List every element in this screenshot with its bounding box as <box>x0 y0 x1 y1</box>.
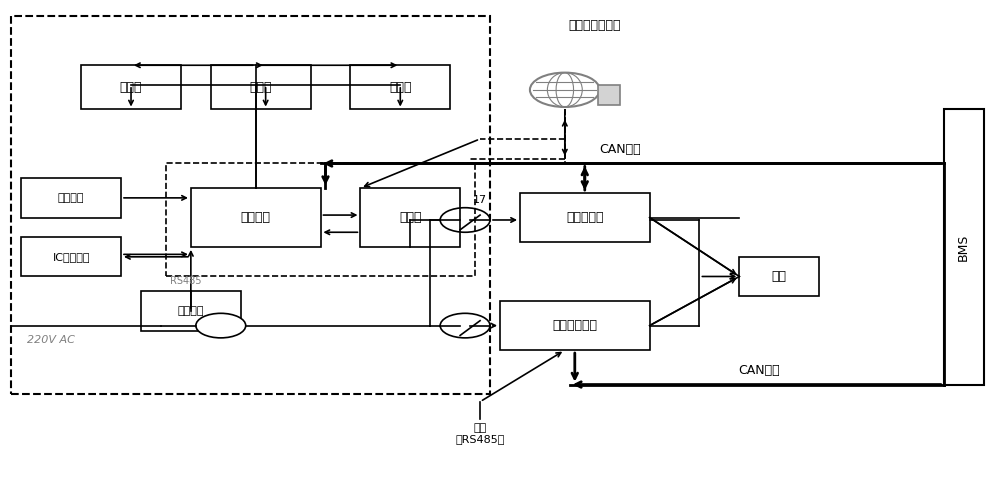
Circle shape <box>196 313 246 338</box>
Text: 17: 17 <box>473 195 487 206</box>
FancyBboxPatch shape <box>598 85 620 105</box>
FancyBboxPatch shape <box>360 188 460 247</box>
FancyBboxPatch shape <box>500 301 650 350</box>
FancyBboxPatch shape <box>739 257 819 296</box>
Bar <box>11 16 490 394</box>
Text: 打印机: 打印机 <box>389 81 412 94</box>
FancyBboxPatch shape <box>81 65 181 110</box>
Text: 计量芯片: 计量芯片 <box>178 306 204 316</box>
FancyBboxPatch shape <box>191 188 320 247</box>
Bar <box>166 164 475 277</box>
FancyBboxPatch shape <box>141 291 241 330</box>
Text: 上位机、云平台: 上位机、云平台 <box>568 19 621 33</box>
Text: 无线充电系统: 无线充电系统 <box>552 319 597 332</box>
Text: CAN总线: CAN总线 <box>599 143 640 156</box>
Text: 按键输入: 按键输入 <box>58 193 84 203</box>
Text: BMS: BMS <box>957 233 970 261</box>
Text: 继串器: 继串器 <box>399 211 422 224</box>
Text: 电池: 电池 <box>772 270 787 283</box>
Text: RS485: RS485 <box>170 276 202 287</box>
Text: 显示屏: 显示屏 <box>249 81 272 94</box>
Text: 220V AC: 220V AC <box>27 335 75 345</box>
Text: 通信
（RS485）: 通信 （RS485） <box>455 423 505 445</box>
FancyBboxPatch shape <box>21 237 121 277</box>
Text: 车载充电机: 车载充电机 <box>566 211 604 224</box>
Bar <box>944 110 984 384</box>
Text: 扬声器: 扬声器 <box>120 81 142 94</box>
Text: IC卡读卡器: IC卡读卡器 <box>52 252 90 262</box>
FancyBboxPatch shape <box>350 65 450 110</box>
Text: 主控制器: 主控制器 <box>241 211 271 224</box>
FancyBboxPatch shape <box>520 193 650 242</box>
FancyBboxPatch shape <box>211 65 311 110</box>
FancyBboxPatch shape <box>21 178 121 217</box>
Text: CAN总线: CAN总线 <box>738 364 780 377</box>
